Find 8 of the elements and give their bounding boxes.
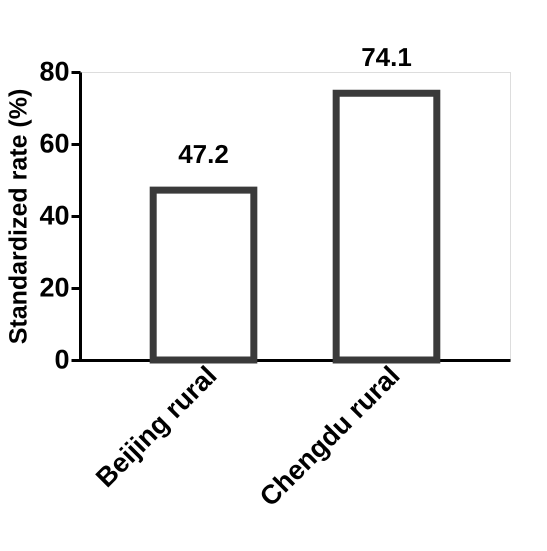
data-label: 74.1 [361, 42, 412, 72]
y-tick-label: 0 [54, 344, 70, 374]
y-tick-label: 80 [39, 56, 70, 86]
data-label: 47.2 [178, 139, 229, 170]
y-tick-label: 20 [39, 272, 70, 302]
y-tick-label: 60 [39, 128, 70, 158]
y-axis-title: Standardized rate (%) [4, 88, 32, 344]
y-tick-label: 40 [39, 200, 70, 230]
